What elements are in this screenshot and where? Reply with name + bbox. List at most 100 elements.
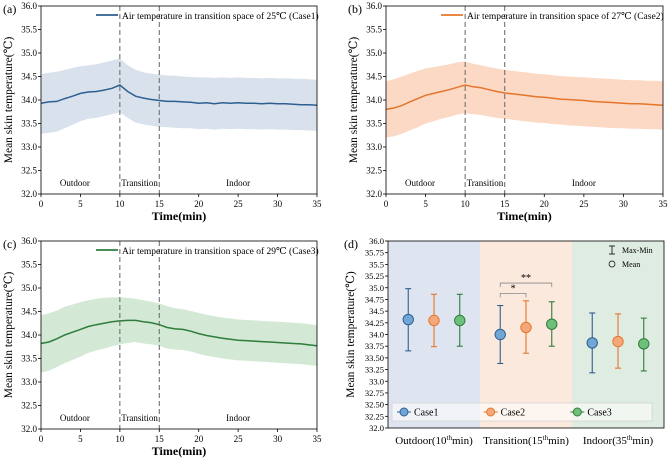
x-axis-label: Time(min) — [152, 209, 206, 223]
panel-label: (c) — [3, 237, 16, 251]
y-tick-label: 32.0 — [366, 189, 382, 199]
mean-marker — [586, 337, 598, 349]
legend-label: Air temperature in transition space of 2… — [467, 11, 664, 22]
y-tick-label: 36.0 — [21, 1, 37, 11]
mean-marker — [494, 328, 506, 341]
x-tick-label: 5 — [78, 199, 83, 209]
y-tick-label: 32.50 — [365, 400, 384, 410]
y-tick-label: 35.5 — [369, 259, 384, 269]
panel-a: Outdoor Transition Indoor 32.0 32.5 33.0 33.5 3… — [3, 1, 322, 223]
y-tick-label: 32.5 — [21, 166, 37, 176]
y-tick-label: 33.0 — [366, 142, 382, 152]
y-axis-label: Mean skin temperature(℃) — [3, 272, 15, 399]
mean-marker — [520, 321, 532, 334]
y-tick-label: 32.25 — [365, 411, 384, 421]
mean-marker — [638, 338, 650, 350]
x-tick-label: 25 — [579, 199, 589, 209]
series-legend-label: Case2 — [501, 408, 525, 419]
mean-marker — [428, 314, 440, 327]
series-legend-box — [391, 402, 653, 422]
y-tick-label: 35.5 — [21, 260, 37, 270]
y-tick-label: 35.25 — [365, 271, 384, 281]
panel-d: ***32.032.2532.5032.7533.033.2533.5033.7… — [344, 236, 665, 447]
y-tick-label: 34.0 — [366, 95, 382, 105]
y-tick-label: 35.0 — [21, 48, 37, 58]
legend-mean-marker — [608, 260, 616, 268]
legend-label: Air temperature in transition space of 2… — [122, 11, 319, 22]
significance-label: ** — [521, 273, 531, 284]
y-tick-label: 36.0 — [369, 236, 384, 246]
series-legend-marker — [399, 407, 409, 417]
y-tick-label: 33.0 — [21, 377, 37, 387]
phase-label: Transition — [121, 413, 158, 423]
y-tick-label: 35.0 — [369, 283, 384, 293]
y-tick-label: 33.0 — [21, 142, 37, 152]
x-tick-label: 30 — [273, 434, 283, 444]
phase-label: Transition — [121, 178, 158, 188]
y-tick-label: 34.75 — [365, 294, 384, 304]
y-tick-label: 32.5 — [21, 401, 37, 411]
panel-c: Outdoor Transition Indoor 32.0 32.5 33.0 33.5 3… — [3, 236, 322, 458]
y-tick-label: 35.5 — [366, 25, 382, 35]
y-tick-label: 34.0 — [21, 95, 37, 105]
x-tick-label: 35 — [659, 199, 668, 209]
phase-label: Outdoor — [60, 178, 90, 188]
x-tick-label: 20 — [194, 434, 204, 444]
phase-label: Outdoor — [60, 413, 90, 423]
series-legend-marker — [486, 407, 496, 417]
y-tick-label: 32.0 — [21, 424, 37, 434]
mean-marker — [454, 314, 466, 327]
x-tick-label: 10 — [461, 199, 471, 209]
y-tick-label: 34.0 — [369, 330, 384, 340]
x-tick-label: 0 — [39, 434, 44, 444]
y-tick-label: 33.5 — [21, 119, 37, 129]
x-tick-label: 10 — [115, 199, 125, 209]
y-axis-label: Mean skin temperature(℃) — [348, 37, 360, 164]
x-tick-label: 25 — [234, 199, 244, 209]
y-axis-label: Mean skin temperature(℃) — [3, 37, 15, 164]
phase-label: Transition — [467, 178, 504, 188]
group-label: Transition(15thmin) — [483, 434, 569, 447]
y-tick-label: 35.5 — [21, 25, 37, 35]
y-tick-label: 34.25 — [365, 318, 384, 328]
y-tick-label: 35.75 — [365, 248, 384, 258]
x-tick-label: 5 — [78, 434, 83, 444]
y-tick-label: 33.50 — [365, 353, 384, 363]
y-tick-label: 33.5 — [21, 354, 37, 364]
y-tick-label: 35.0 — [21, 283, 37, 293]
series-legend-label: Case3 — [587, 408, 611, 419]
x-tick-label: 30 — [619, 199, 629, 209]
phase-label: Indoor — [572, 178, 596, 188]
y-tick-label: 34.5 — [369, 306, 384, 316]
series-legend-label: Case1 — [414, 408, 438, 419]
y-tick-label: 32.0 — [21, 189, 37, 199]
y-axis-label: Mean skin temperature(℃) — [345, 271, 357, 398]
y-tick-label: 32.75 — [365, 388, 384, 398]
significance-bracket — [499, 292, 527, 298]
group-label: Outdoor(10thmin) — [395, 434, 473, 447]
y-tick-label: 34.5 — [21, 72, 37, 82]
y-tick-label: 33.0 — [369, 376, 384, 386]
y-tick-label: 34.0 — [21, 330, 37, 340]
x-tick-label: 10 — [115, 434, 125, 444]
x-axis-label: Time(min) — [497, 209, 551, 223]
x-tick-label: 25 — [234, 434, 244, 444]
x-tick-label: 5 — [423, 199, 428, 209]
mean-line — [385, 84, 664, 111]
series-legend-marker — [572, 407, 582, 417]
x-tick-label: 0 — [39, 199, 44, 209]
y-tick-label: 32.0 — [369, 423, 384, 433]
y-tick-label: 35.0 — [366, 48, 382, 58]
x-tick-label: 0 — [384, 199, 389, 209]
y-tick-label: 33.25 — [365, 365, 384, 375]
panel-b: Outdoor Transition Indoor 32.0 32.5 33.0 33.5 3… — [348, 1, 668, 223]
mean-marker — [612, 335, 624, 348]
panel-label: (b) — [348, 2, 362, 16]
legend-mean-label: Mean — [622, 260, 640, 269]
y-tick-label: 33.75 — [365, 341, 384, 351]
y-tick-label: 34.5 — [21, 307, 37, 317]
mean-line — [40, 84, 318, 106]
panel-label: (d) — [344, 237, 358, 251]
x-tick-label: 20 — [194, 199, 204, 209]
